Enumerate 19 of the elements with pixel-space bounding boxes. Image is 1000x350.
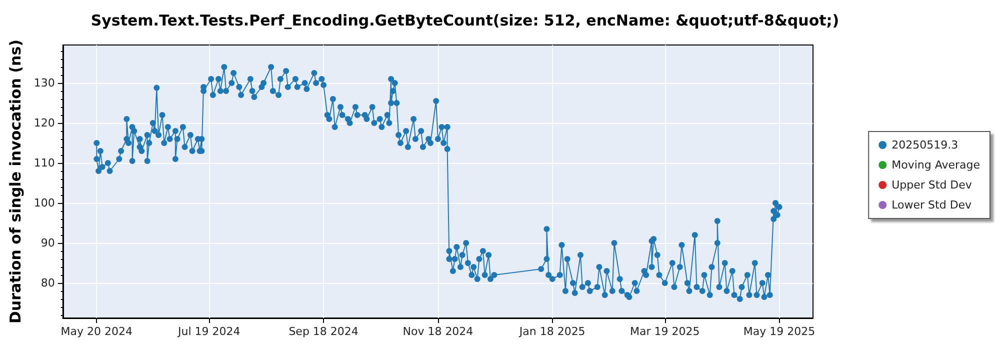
y-axis-title: Duration of single invocation (ns) (6, 40, 24, 324)
y-tick-label: 100 (34, 196, 55, 210)
x-tick-label: Nov 18 2024 (402, 325, 474, 338)
x-tick-label: May 19 2025 (743, 325, 816, 338)
x-tick-label: Jul 19 2024 (177, 325, 240, 338)
x-tick-label: May 20 2024 (60, 325, 133, 338)
y-tick-label: 90 (40, 236, 55, 250)
y-tick-label: 130 (34, 76, 55, 90)
y-tick-label: 110 (34, 156, 55, 170)
y-tick-label: 80 (40, 276, 55, 290)
y-tick-label: 120 (34, 116, 55, 130)
legend-label: Moving Average (892, 158, 980, 172)
legend-label: Lower Std Dev (892, 198, 972, 212)
legend-label: Upper Std Dev (892, 178, 972, 192)
legend-label: 20250519.3 (892, 138, 958, 152)
x-tick-label: Jan 18 2025 (518, 325, 586, 338)
x-tick-label: Mar 19 2025 (630, 325, 700, 338)
x-tick-label: Sep 18 2024 (288, 325, 358, 338)
chart-title: System.Text.Tests.Perf_Encoding.GetByteCount(size: 512, encName: &quot;utf-8&quot;) (90, 12, 840, 30)
